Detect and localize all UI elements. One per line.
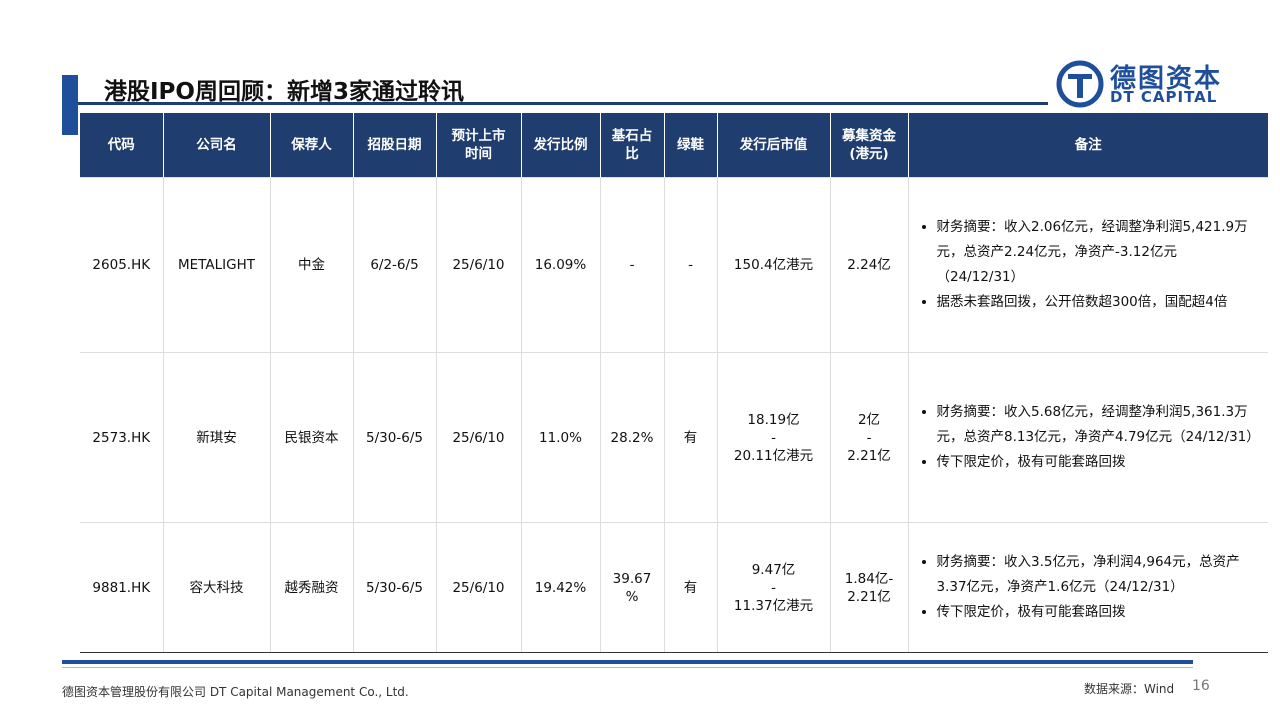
header-cell: 绿鞋	[663, 113, 717, 178]
table-cell: 2573.HK	[80, 352, 163, 523]
note-item: 传下限定价，极有可能套路回拨	[937, 450, 1255, 475]
logo-icon	[1056, 60, 1104, 108]
notes-cell: 财务摘要：收入5.68亿元，经调整净利润5,361.3万元，总资产8.13亿元，…	[907, 352, 1268, 523]
page-number: 16	[1192, 678, 1210, 694]
table-cell: 28.2%	[599, 352, 664, 523]
footer-line-thin	[62, 667, 1193, 668]
table-cell: 19.42%	[520, 522, 600, 653]
notes-list: 财务摘要：收入2.06亿元，经调整净利润5,421.9万元，总资产2.24亿元，…	[919, 215, 1255, 315]
note-item: 财务摘要：收入5.68亿元，经调整净利润5,361.3万元，总资产8.13亿元，…	[937, 400, 1260, 450]
footer-source: 数据来源：Wind	[1084, 682, 1175, 696]
table-cell: -	[663, 177, 717, 353]
table-cell: 39.67 %	[599, 522, 664, 653]
note-item: 财务摘要：收入3.5亿元，净利润4,964元，总资产3.37亿元，净资产1.6亿…	[937, 550, 1255, 600]
header-cell: 预计上市 时间	[435, 113, 521, 178]
table-row: 9881.HK 容大科技 越秀融资 5/30-6/5 25/6/10 19.42% 39.6…	[80, 522, 1268, 653]
notes-cell: 财务摘要：收入2.06亿元，经调整净利润5,421.9万元，总资产2.24亿元，…	[907, 177, 1268, 353]
logo-cn: 德图资本	[1110, 64, 1223, 94]
title-underline	[78, 102, 1048, 105]
table-cell: METALIGHT	[162, 177, 270, 353]
table-cell: 2605.HK	[80, 177, 163, 353]
table-cell: 新琪安	[162, 352, 270, 523]
table-row: 2573.HK 新琪安 民银资本 5/30-6/5 25/6/10 11.0% 28.2% 有…	[80, 352, 1268, 523]
table-cell: -	[599, 177, 664, 353]
table-cell: 5/30-6/5	[352, 522, 436, 653]
table-cell: 民银资本	[269, 352, 353, 523]
header-cell: 招股日期	[352, 113, 436, 178]
header-cell: 募集资金 (港元)	[829, 113, 908, 178]
logo-en: DT CAPITAL	[1110, 88, 1218, 106]
table-row: 2605.HK METALIGHT 中金 6/2-6/5 25/6/10 16.09% - -…	[80, 177, 1268, 353]
footer-line	[62, 660, 1193, 664]
table-cell: 16.09%	[520, 177, 600, 353]
table-cell: 中金	[269, 177, 353, 353]
table-cell: 25/6/10	[435, 352, 521, 523]
table-cell: 5/30-6/5	[352, 352, 436, 523]
note-item: 财务摘要：收入2.06亿元，经调整净利润5,421.9万元，总资产2.24亿元，…	[937, 215, 1255, 290]
header-cell: 保荐人	[269, 113, 353, 178]
table-cell: 18.19亿 - 20.11亿港元	[716, 352, 830, 523]
table-cell: 容大科技	[162, 522, 270, 653]
table-cell: 6/2-6/5	[352, 177, 436, 353]
table-cell: 9881.HK	[80, 522, 163, 653]
header-cell: 公司名	[162, 113, 270, 178]
ipo-table: 代码 公司名 保荐人 招股日期 预计上市 时间 发行比例 基石占 比绿鞋 发行后市值 募集资金 …	[80, 113, 1268, 653]
table-cell: 有	[663, 522, 717, 653]
footer-company: 德图资本管理股份有限公司 DT Capital Management Co., …	[62, 685, 409, 699]
table-cell: 9.47亿 - 11.37亿港元	[716, 522, 830, 653]
table-cell: 150.4亿港元	[716, 177, 830, 353]
table-cell: 越秀融资	[269, 522, 353, 653]
notes-list: 财务摘要：收入3.5亿元，净利润4,964元，总资产3.37亿元，净资产1.6亿…	[919, 550, 1255, 625]
table-cell: 2.24亿	[829, 177, 908, 353]
table-cell: 11.0%	[520, 352, 600, 523]
title-bar	[62, 75, 78, 135]
note-item: 传下限定价，极有可能套路回拨	[937, 600, 1255, 625]
note-item: 据悉未套路回拨，公开倍数超300倍，国配超4倍	[937, 290, 1255, 315]
table-cell: 1.84亿- 2.21亿	[829, 522, 908, 653]
table-cell: 有	[663, 352, 717, 523]
header-cell: 代码	[80, 113, 163, 178]
header-cell: 发行比例	[520, 113, 600, 178]
table-cell: 25/6/10	[435, 522, 521, 653]
header-cell: 发行后市值	[716, 113, 830, 178]
table-cell: 2亿 - 2.21亿	[829, 352, 908, 523]
title: 港股IPO周回顾：新增3家通过聆讯	[104, 79, 464, 105]
notes-list: 财务摘要：收入5.68亿元，经调整净利润5,361.3万元，总资产8.13亿元，…	[919, 400, 1260, 475]
header-cell: 备注	[907, 113, 1268, 178]
notes-cell: 财务摘要：收入3.5亿元，净利润4,964元，总资产3.37亿元，净资产1.6亿…	[907, 522, 1268, 653]
table-cell: 25/6/10	[435, 177, 521, 353]
header-cell: 基石占 比	[599, 113, 664, 178]
